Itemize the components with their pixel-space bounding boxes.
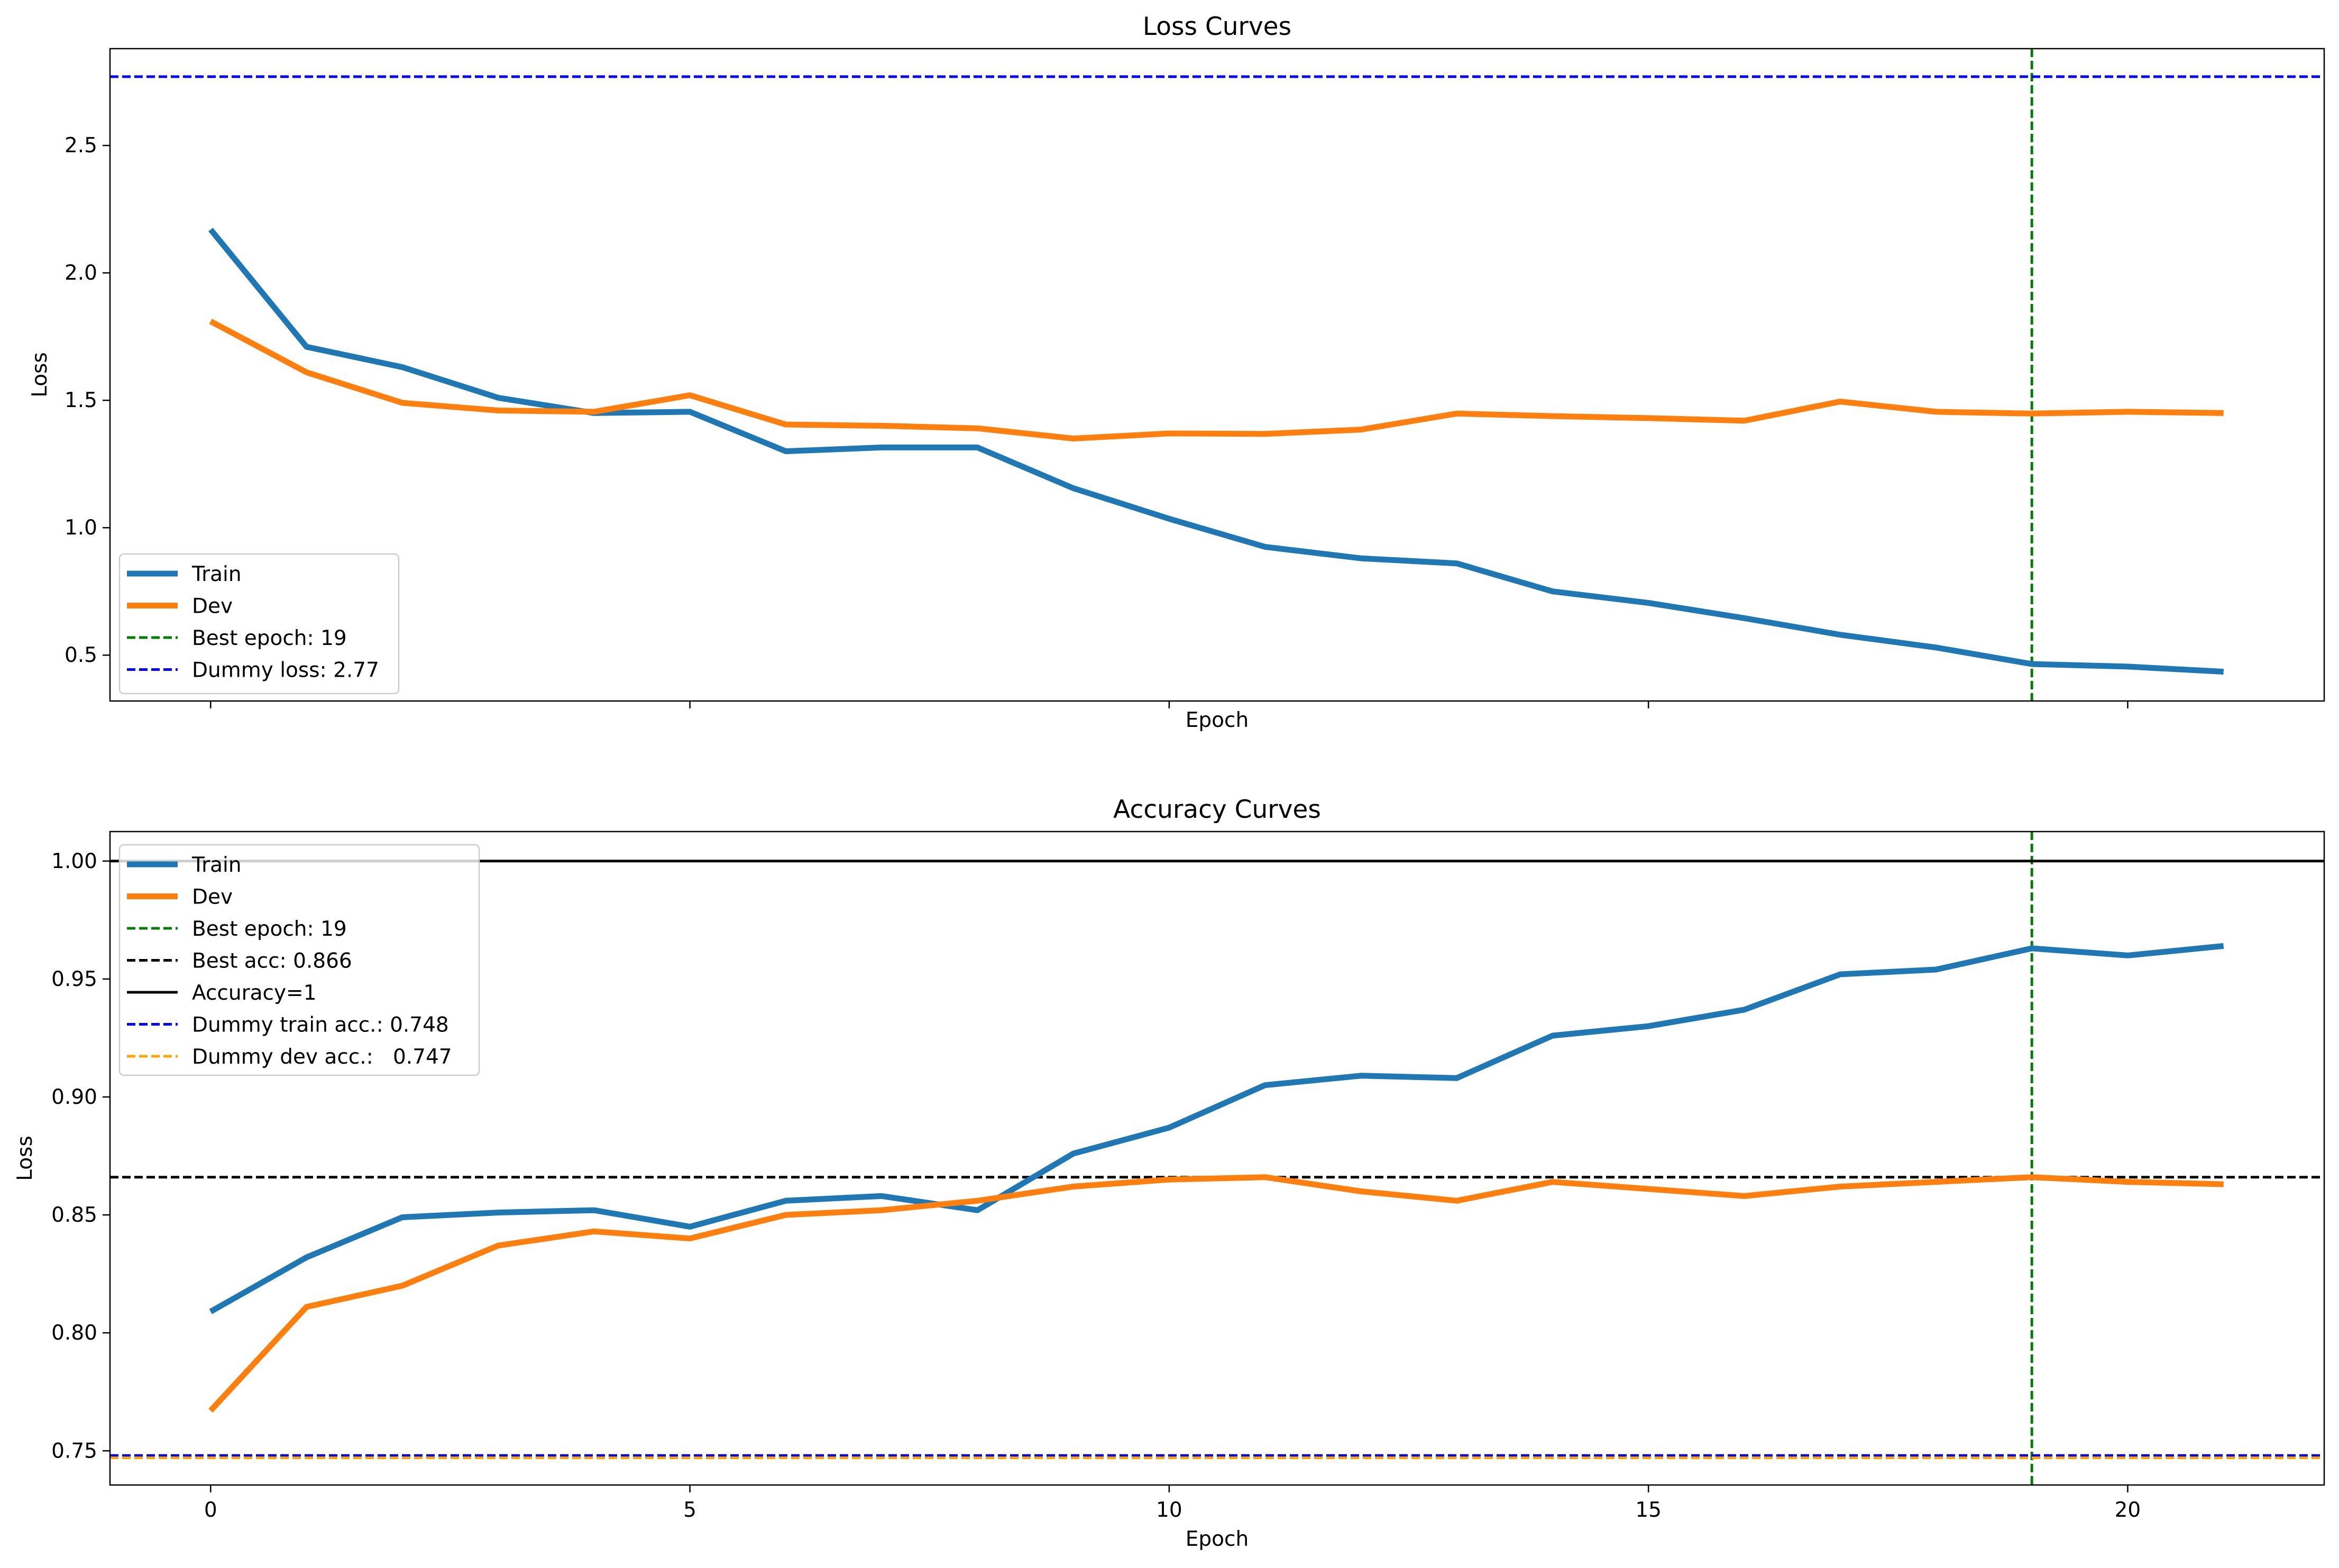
accuracy-curves-panel: 0 5 10 15 20 0.75 0.80 0.85 0.90 0.95 1.00 Accuracy… <box>13 795 2325 1551</box>
legend-label-train: Train <box>191 562 242 586</box>
loss-curves-panel: 0.5 1.0 1.5 2.0 2.5 Loss Curves Epoch Loss Train… <box>28 12 2325 732</box>
y-tick-label: 1.0 <box>65 516 97 540</box>
plot-area <box>110 49 2324 701</box>
legend-label-dummy-loss-2-77: Dummy loss: 2.77 <box>192 659 379 682</box>
x-axis-label: Epoch <box>1186 708 1249 732</box>
x-tick-label: 20 <box>2115 1498 2141 1522</box>
chart-title: Accuracy Curves <box>1113 795 1321 824</box>
legend-label-train: Train <box>191 853 242 877</box>
y-tick-label: 0.5 <box>65 643 97 667</box>
y-tick-label: 2.5 <box>65 134 97 158</box>
series-line-train <box>208 227 2224 675</box>
legend-label-accuracy-1: Accuracy=1 <box>192 981 317 1005</box>
plot-area <box>110 832 2324 1485</box>
y-tick-label: 0.95 <box>51 967 97 991</box>
legend-label-best-acc-0-866: Best acc: 0.866 <box>192 949 352 973</box>
legend-box <box>118 553 400 695</box>
legend-box <box>118 844 480 1076</box>
y-tick-label: 0.85 <box>51 1203 97 1227</box>
y-tick-label: 1.5 <box>65 389 97 412</box>
y-tick-label: 0.90 <box>51 1085 97 1109</box>
y-axis-label: Loss <box>13 1136 37 1181</box>
x-tick-label: 0 <box>204 1498 217 1522</box>
legend-label-dummy-dev-acc-0-747: Dummy dev acc.: 0.747 <box>192 1045 452 1069</box>
legend-label-best-epoch-19: Best epoch: 19 <box>192 626 347 650</box>
x-axis-label: Epoch <box>1186 1527 1249 1551</box>
series-line-dev <box>208 1174 2224 1413</box>
legend-label-dev: Dev <box>192 886 233 909</box>
y-tick-label: 0.80 <box>51 1321 97 1345</box>
legend-label-dev: Dev <box>192 595 233 619</box>
y-tick-label: 2.0 <box>65 261 97 285</box>
chart-title: Loss Curves <box>1143 12 1291 41</box>
legend-label-dummy-train-acc-0-748: Dummy train acc.: 0.748 <box>192 1013 449 1037</box>
legend: Train Dev Best epoch: 19 Dummy loss: 2.77 <box>118 553 400 695</box>
axes-frame <box>109 48 2325 702</box>
x-tick-label: 5 <box>683 1498 696 1522</box>
y-tick-label: 1.00 <box>51 850 97 873</box>
series-line-dev <box>209 318 2224 441</box>
series-line-train <box>209 943 2224 1314</box>
y-tick-label: 0.75 <box>51 1439 97 1463</box>
x-tick-label: 10 <box>1156 1498 1182 1522</box>
y-axis-label: Loss <box>28 352 52 398</box>
axes-frame <box>109 831 2325 1486</box>
x-tick-label: 15 <box>1635 1498 1662 1522</box>
legend-label-best-epoch-19: Best epoch: 19 <box>192 917 347 941</box>
legend: Train Dev Best epoch: 19 Best acc: 0.866 Acc… <box>118 844 480 1076</box>
